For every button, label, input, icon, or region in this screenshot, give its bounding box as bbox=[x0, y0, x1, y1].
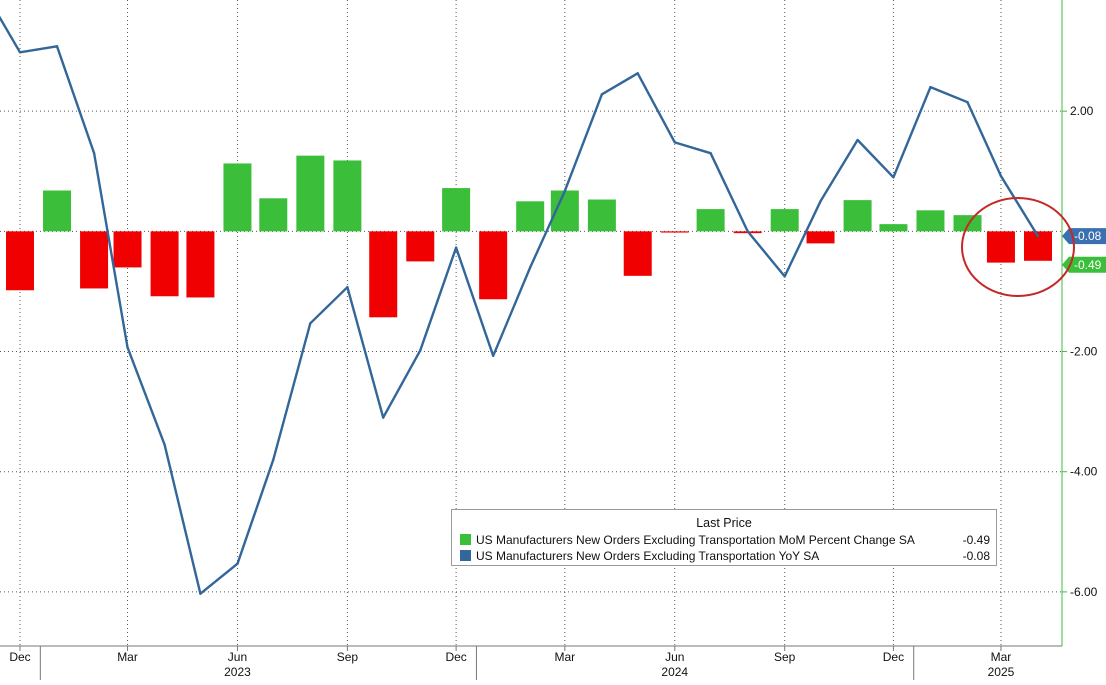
yoy-point bbox=[199, 592, 202, 595]
end-marker-mom: -0.49 bbox=[1062, 256, 1106, 273]
line-series bbox=[0, 15, 1040, 595]
yoy-point bbox=[709, 152, 712, 155]
bar-apr-2023 bbox=[150, 231, 179, 297]
y-tick-label: -2.00 bbox=[1070, 345, 1098, 359]
y-tick-label: -6.00 bbox=[1070, 585, 1098, 599]
end-marker-yoy: -0.08 bbox=[1062, 228, 1106, 245]
yoy-point bbox=[929, 85, 932, 89]
yoy-point bbox=[673, 141, 676, 144]
bar-may-2023 bbox=[186, 231, 215, 298]
bar-feb-2024 bbox=[516, 201, 545, 232]
x-tick-label: Dec bbox=[445, 650, 466, 664]
yoy-point bbox=[563, 189, 567, 193]
yoy-point bbox=[892, 176, 895, 179]
bar-jan-2024 bbox=[479, 231, 508, 300]
bar-aug-2023 bbox=[296, 155, 325, 232]
year-label: 2023 bbox=[224, 665, 251, 679]
bar-mar-2023 bbox=[113, 231, 142, 268]
bar-jul-2024 bbox=[696, 209, 725, 232]
x-tick-label: Mar bbox=[555, 650, 576, 664]
end-markers: -0.08 -0.49 bbox=[1062, 228, 1106, 273]
end-marker-label: -0.49 bbox=[1074, 258, 1102, 272]
legend-value-yoy: -0.08 bbox=[962, 549, 990, 563]
yoy-point bbox=[272, 458, 275, 461]
bar-jun-2023 bbox=[223, 163, 252, 232]
yoy-point bbox=[1036, 234, 1040, 238]
legend-item-mom: US Manufacturers New Orders Excluding Tr… bbox=[458, 533, 990, 548]
yoy-point bbox=[92, 152, 96, 155]
x-tick-label: Mar bbox=[991, 650, 1012, 664]
bar-dec-2022 bbox=[6, 231, 34, 291]
legend-value-mom: -0.49 bbox=[962, 533, 990, 547]
yoy-point bbox=[966, 100, 969, 104]
bar-jun-2024 bbox=[660, 231, 689, 233]
bar-sep-2023 bbox=[333, 160, 362, 232]
year-label: 2025 bbox=[988, 665, 1015, 679]
yoy-point bbox=[55, 45, 59, 48]
bar-nov-2023 bbox=[406, 231, 435, 262]
yoy-point bbox=[783, 275, 786, 278]
bar-dec-2023 bbox=[442, 188, 471, 232]
x-tick-label: Dec bbox=[9, 650, 30, 664]
bar-jan-2025 bbox=[916, 210, 945, 232]
yoy-point bbox=[746, 230, 749, 233]
legend-header: Last Price bbox=[696, 516, 752, 530]
bar-sep-2024 bbox=[770, 209, 799, 232]
yoy-point bbox=[819, 200, 822, 203]
bar-jul-2023 bbox=[259, 198, 288, 232]
bar-oct-2023 bbox=[369, 231, 398, 318]
yoy-line bbox=[0, 15, 1040, 595]
y-tick-label: -4.00 bbox=[1070, 465, 1098, 479]
x-tick-label: Sep bbox=[337, 650, 359, 664]
year-label: 2024 bbox=[661, 665, 688, 679]
yoy-point bbox=[454, 246, 458, 249]
bar-feb-2025 bbox=[953, 215, 982, 232]
yoy-point bbox=[999, 174, 1003, 178]
end-marker-label: -0.08 bbox=[1074, 229, 1102, 243]
x-tick-label: Jun bbox=[665, 650, 684, 664]
bar-feb-2023 bbox=[80, 231, 109, 289]
yoy-point bbox=[126, 346, 129, 349]
legend-item-yoy: US Manufacturers New Orders Excluding Tr… bbox=[458, 549, 990, 564]
yoy-point bbox=[163, 443, 166, 446]
bar-dec-2024 bbox=[879, 224, 908, 232]
yoy-point bbox=[600, 93, 604, 96]
yoy-point bbox=[382, 416, 385, 419]
legend-swatch-yoy bbox=[460, 550, 471, 561]
bar-apr-2024 bbox=[587, 199, 616, 232]
yoy-point bbox=[419, 349, 422, 352]
bar-mar-2025 bbox=[986, 231, 1015, 263]
x-tick-label: Mar bbox=[117, 650, 138, 664]
end-marker-tag bbox=[1062, 256, 1106, 273]
legend-label-mom: US Manufacturers New Orders Excluding Tr… bbox=[476, 533, 915, 547]
legend-label-yoy: US Manufacturers New Orders Excluding Tr… bbox=[476, 549, 820, 563]
legend-swatch-mom bbox=[460, 534, 471, 545]
yoy-point bbox=[528, 266, 532, 269]
bar-series bbox=[6, 155, 1052, 318]
bar-jan-2023 bbox=[43, 190, 72, 232]
y-tick-label: 2.00 bbox=[1070, 104, 1094, 118]
yoy-point bbox=[491, 354, 495, 357]
yoy-point bbox=[856, 138, 859, 142]
x-tick-label: Jun bbox=[228, 650, 247, 664]
bar-oct-2024 bbox=[806, 231, 835, 244]
bar-nov-2024 bbox=[843, 200, 872, 232]
yoy-point bbox=[636, 72, 639, 75]
bar-may-2024 bbox=[623, 231, 652, 276]
yoy-point bbox=[18, 51, 22, 54]
yoy-point bbox=[346, 286, 349, 289]
yoy-point bbox=[236, 562, 239, 565]
legend: Last Price US Manufacturers New Orders E… bbox=[451, 509, 997, 566]
yoy-point bbox=[309, 322, 312, 325]
annotation-circle bbox=[961, 197, 1075, 297]
x-tick-label: Sep bbox=[774, 650, 796, 664]
x-tick-label: Dec bbox=[883, 650, 904, 664]
